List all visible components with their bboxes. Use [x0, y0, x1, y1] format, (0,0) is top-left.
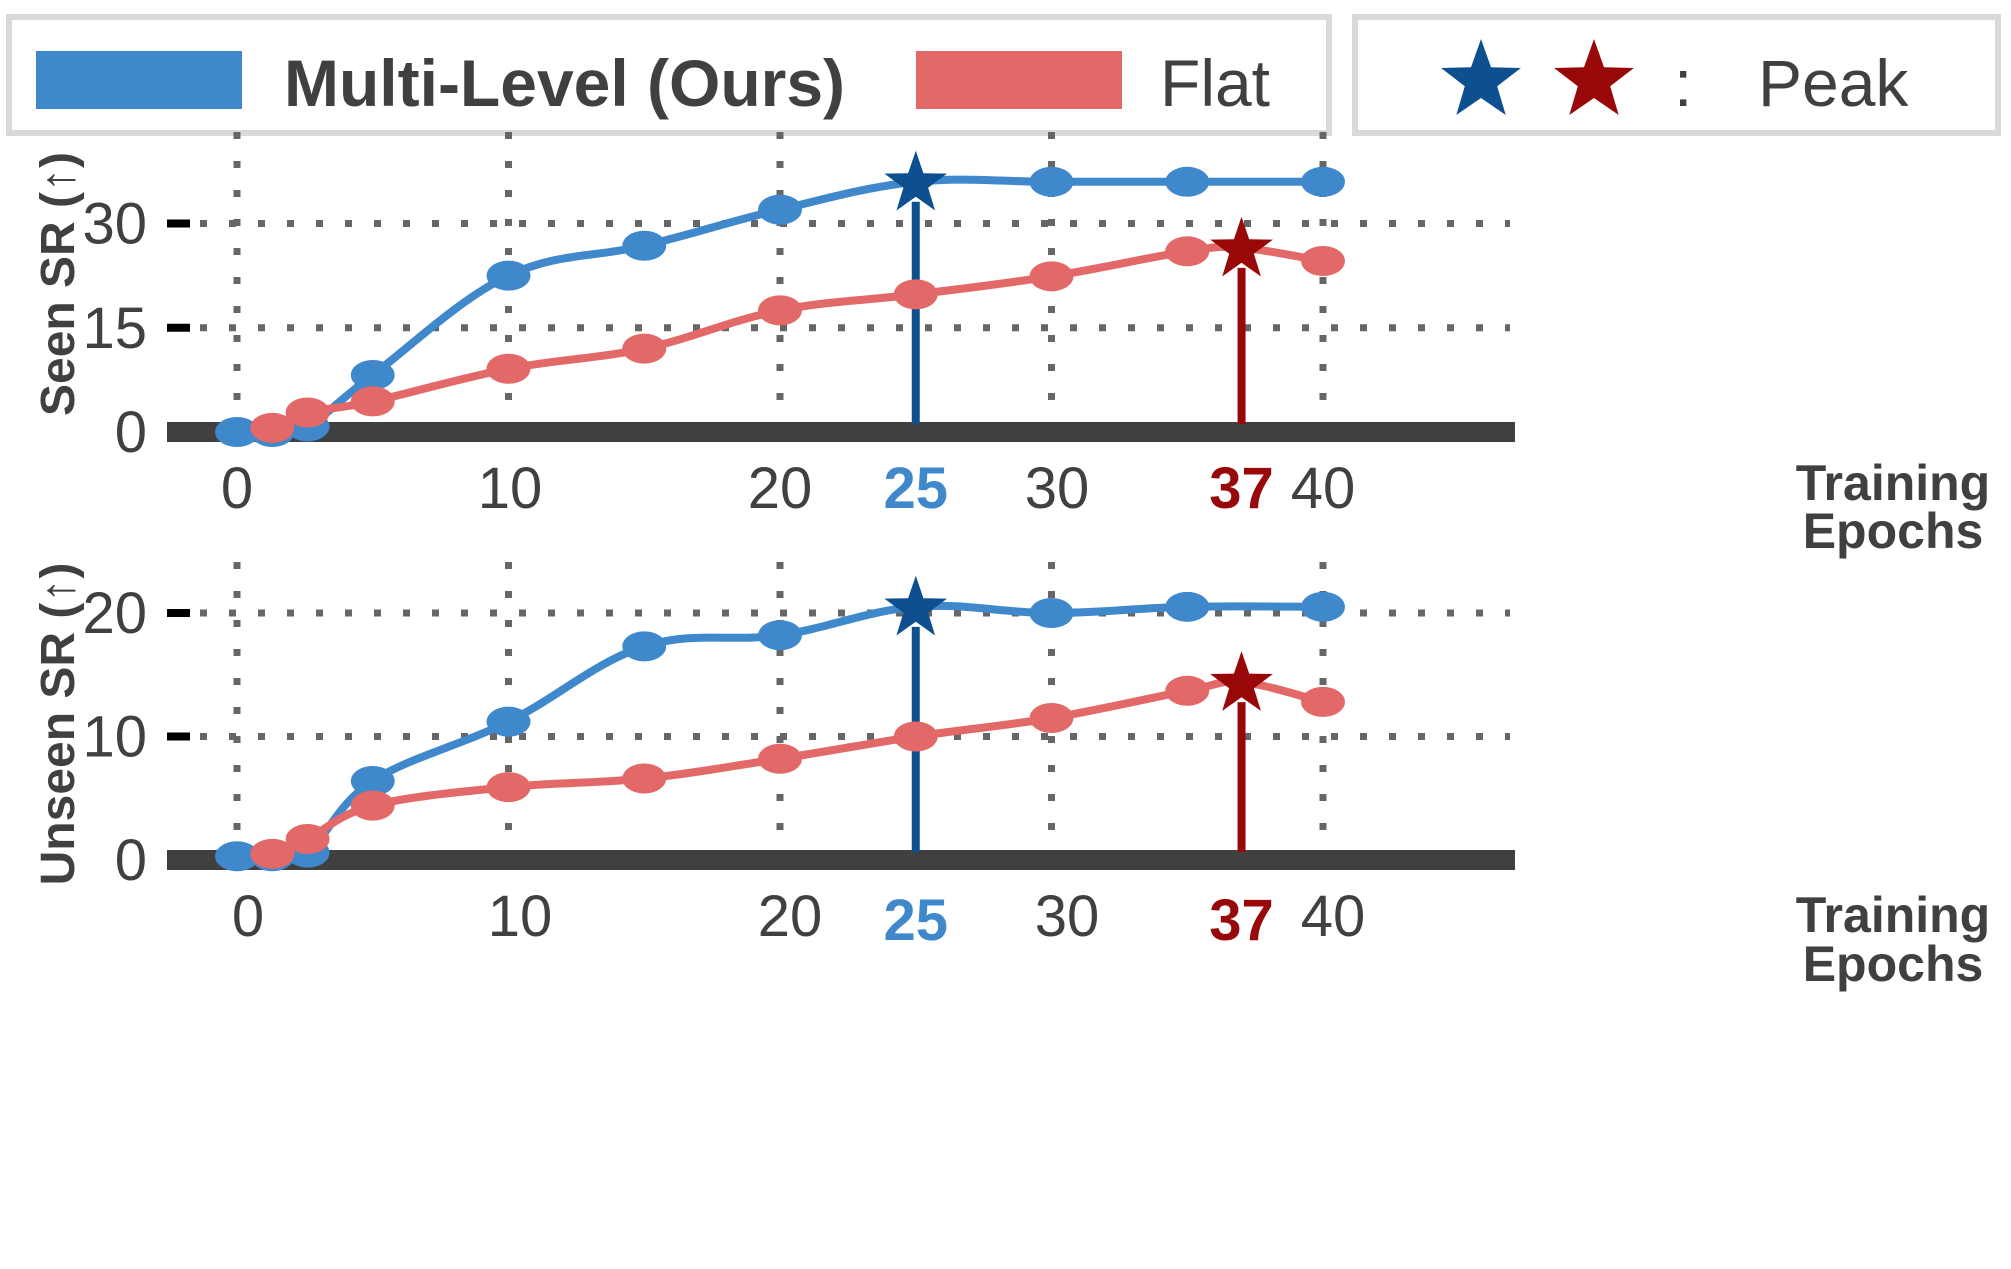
- data-point: [1029, 166, 1074, 197]
- legend-peak-separator: :: [1674, 46, 1693, 120]
- x-tick-label: 40: [1291, 456, 1356, 521]
- data-point: [486, 772, 531, 803]
- data-point: [285, 824, 330, 855]
- legend-label-flat: Flat: [1160, 46, 1271, 120]
- data-point: [350, 386, 395, 417]
- data-point: [1029, 261, 1074, 292]
- data-point: [1165, 675, 1210, 706]
- x-axis-title: Training: [1796, 455, 1990, 511]
- x-tick-label: 30: [1035, 884, 1100, 949]
- star-icon-flat-peak: [1554, 39, 1634, 115]
- data-point: [1301, 686, 1345, 717]
- legend-swatch-multi-level: [36, 51, 242, 109]
- series-line-flat: [268, 677, 1327, 858]
- y-tick-label: 10: [82, 705, 147, 770]
- y-tick-label: 15: [82, 296, 147, 361]
- legend-swatch-flat: [916, 51, 1122, 109]
- x-tick-label: 0: [232, 884, 264, 949]
- data-point: [1165, 236, 1210, 267]
- data-point: [486, 706, 531, 737]
- data-point: [250, 412, 295, 443]
- y-tick-label: 0: [115, 400, 147, 465]
- x-tick-label: 10: [488, 884, 553, 949]
- peak-epoch-label: 37: [1209, 888, 1274, 953]
- data-point: [758, 743, 802, 774]
- series-legend: Multi-Level (Ours) Flat: [6, 14, 1332, 136]
- data-point: [285, 397, 330, 428]
- data-point: [758, 295, 802, 326]
- peak-epoch-label: 37: [1209, 456, 1274, 521]
- data-point: [1029, 702, 1074, 733]
- x-tick-label: 20: [748, 456, 813, 521]
- peak-epoch-label: 25: [883, 456, 948, 521]
- y-tick-label: 30: [82, 192, 147, 257]
- data-point: [893, 721, 938, 752]
- x-axis-title: Epochs: [1803, 936, 1984, 992]
- peak-epoch-label: 25: [883, 888, 948, 953]
- x-tick-label: 20: [758, 884, 823, 949]
- y-axis-title: Unseen SR (↑): [32, 563, 85, 886]
- x-tick-label: 10: [478, 456, 543, 521]
- y-axis-title: Seen SR (↑): [32, 152, 85, 416]
- data-point: [486, 353, 531, 384]
- data-point: [350, 790, 395, 821]
- data-point: [622, 230, 667, 261]
- data-point: [758, 194, 802, 225]
- data-point: [622, 631, 667, 662]
- data-point: [622, 763, 667, 794]
- peak-star-icon: [1210, 651, 1273, 711]
- data-point: [1301, 246, 1345, 277]
- data-point: [622, 333, 667, 364]
- data-point: [758, 620, 802, 651]
- legend-label-multi-level: Multi-Level (Ours): [284, 46, 846, 120]
- x-tick-label: 0: [221, 456, 253, 521]
- legend-peak-label: Peak: [1758, 46, 1909, 120]
- data-point: [215, 841, 259, 872]
- data-point: [1301, 591, 1345, 622]
- data-point: [1165, 591, 1210, 622]
- series-line-flat: [268, 242, 1327, 432]
- data-point: [350, 765, 395, 796]
- data-point: [215, 417, 259, 447]
- x-axis-title: Training: [1796, 887, 1990, 943]
- x-axis-title: Epochs: [1803, 503, 1984, 559]
- star-icon-multi-peak: [1441, 39, 1521, 115]
- data-point: [1301, 166, 1345, 197]
- x-tick-label: 40: [1301, 884, 1366, 949]
- peak-star-icon: [1210, 216, 1273, 277]
- y-tick-label: 20: [82, 581, 147, 646]
- data-point: [893, 279, 938, 310]
- x-tick-label: 30: [1025, 456, 1090, 521]
- data-point: [250, 838, 295, 869]
- data-point: [486, 260, 531, 291]
- peak-star-icon: [884, 150, 948, 211]
- peak-legend: : Peak: [1352, 14, 2001, 136]
- data-point: [1029, 598, 1074, 628]
- data-point: [350, 360, 395, 391]
- peak-star-icon: [884, 575, 948, 636]
- data-point: [1165, 166, 1210, 197]
- y-tick-label: 0: [115, 828, 147, 893]
